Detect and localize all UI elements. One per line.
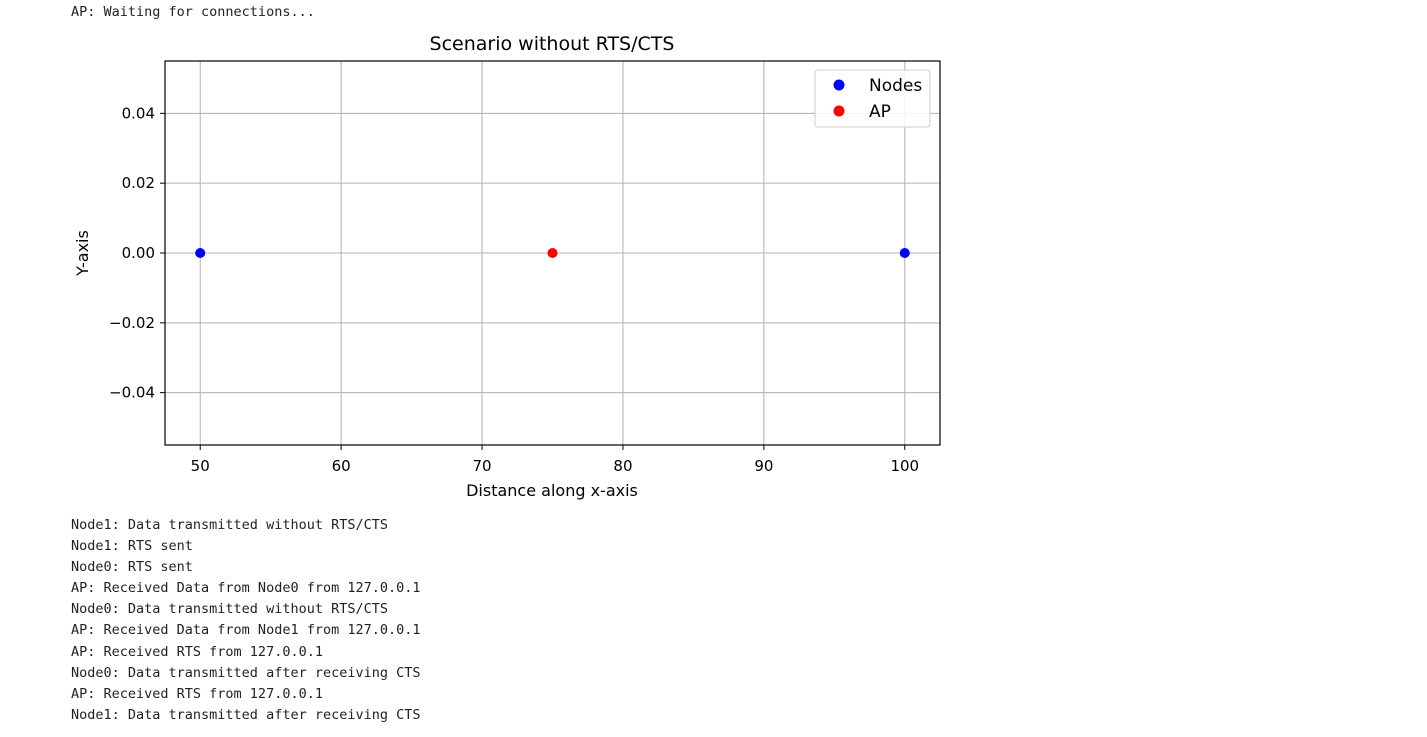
output-line: Node0: RTS sent xyxy=(71,559,193,576)
axis-ticks: 50 60 70 80 90 100 0.04 0.02 0.00 −0.02 −0.04 xyxy=(109,104,919,475)
output-line: AP: Received Data from Node1 from 127.0.… xyxy=(71,622,421,639)
scatter-point-nodes xyxy=(195,248,206,258)
x-tick-label: 50 xyxy=(191,457,210,475)
legend-marker-nodes xyxy=(833,79,845,91)
output-line-waiting: AP: Waiting for connections... xyxy=(71,4,315,20)
y-axis-label: Y-axis xyxy=(73,230,92,277)
x-tick-label: 90 xyxy=(754,457,773,475)
y-tick-label: 0.00 xyxy=(122,244,155,262)
scatter-point-ap xyxy=(547,248,558,258)
chart-legend: Nodes AP xyxy=(814,69,931,128)
scatter-point-nodes xyxy=(899,248,910,258)
y-tick-label: −0.04 xyxy=(109,384,155,402)
y-tick-label: 0.02 xyxy=(122,174,155,192)
output-line: Node1: Data transmitted after receiving … xyxy=(71,706,421,723)
console-output-log: Node1: Data transmitted without RTS/CTS N… xyxy=(71,515,421,726)
output-line: AP: Received RTS from 127.0.0.1 xyxy=(71,643,323,660)
output-line: Node0: Data transmitted after receiving … xyxy=(71,664,421,681)
data-points xyxy=(195,248,910,258)
legend-marker-ap xyxy=(833,105,845,117)
chart-title: Scenario without RTS/CTS xyxy=(430,33,675,55)
x-tick-label: 70 xyxy=(472,457,491,475)
legend-label-ap: AP xyxy=(869,102,891,122)
x-tick-label: 60 xyxy=(332,457,351,475)
x-tick-label: 80 xyxy=(613,457,632,475)
y-tick-label: 0.04 xyxy=(122,104,155,122)
x-axis-label: Distance along x-axis xyxy=(466,481,638,500)
output-line: Node0: Data transmitted without RTS/CTS xyxy=(71,601,388,618)
scatter-chart: Scenario without RTS/CTS 50 60 70 80 90 100 0.… xyxy=(73,33,941,500)
x-tick-label: 100 xyxy=(890,457,919,475)
output-line: Node1: RTS sent xyxy=(71,538,193,555)
legend-label-nodes: Nodes xyxy=(869,76,922,96)
output-line: AP: Received RTS from 127.0.0.1 xyxy=(71,685,323,702)
output-line: AP: Received Data from Node0 from 127.0.… xyxy=(71,580,421,597)
output-line: Node1: Data transmitted without RTS/CTS xyxy=(71,517,388,533)
y-tick-label: −0.02 xyxy=(109,314,155,332)
